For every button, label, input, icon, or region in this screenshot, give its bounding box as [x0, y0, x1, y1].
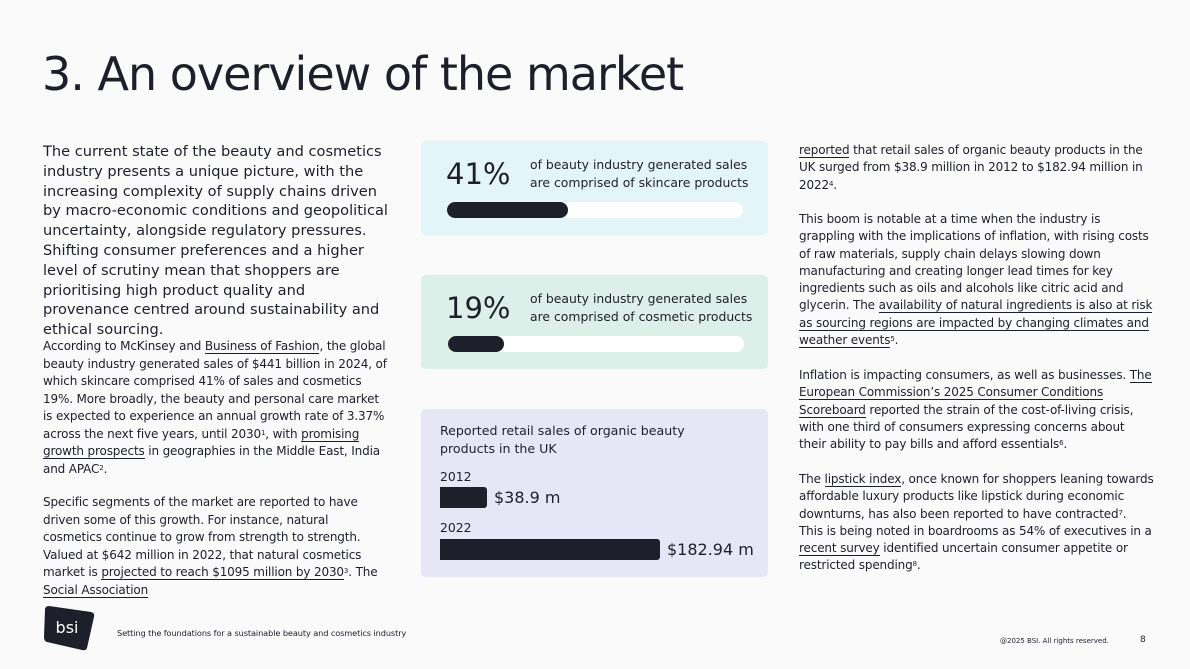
intro-paragraph: The current state of the beauty and cosm…: [43, 143, 388, 339]
left-paragraph-2: Specific segments of the market are repo…: [43, 495, 378, 598]
footnote-ref[interactable]: 7: [1118, 508, 1123, 517]
chart-bar-2022: [440, 539, 660, 560]
right-paragraph-1: reported that retail sales of organic be…: [799, 143, 1143, 192]
cosmetics-stat-card: 19% of beauty industry generated sales a…: [421, 275, 768, 369]
cosmetics-description: of beauty industry generated sales are c…: [530, 291, 753, 324]
copyright: @2025 BSI. All rights reserved.: [1000, 637, 1109, 645]
footer-tagline: Setting the foundations for a sustainabl…: [117, 628, 407, 638]
chart-category-label: 2012: [440, 469, 472, 484]
organic-sales-chart: Reported retail sales of organic beauty …: [421, 409, 768, 577]
right-paragraph-2: This boom is notable at a time when the …: [799, 212, 1153, 349]
reported-link[interactable]: reported: [799, 143, 850, 158]
footnote-ref[interactable]: 6: [1059, 439, 1064, 448]
chart-bar-2012: [440, 487, 487, 508]
footnote-ref[interactable]: 8: [912, 560, 917, 569]
page-title: 3. An overview of the market: [42, 47, 684, 101]
right-paragraph-3: Inflation is impacting consumers, as wel…: [799, 368, 1152, 452]
chart-value-label: $38.9 m: [494, 488, 561, 507]
right-paragraph-4: The lipstick index, once known for shopp…: [799, 472, 1154, 573]
skincare-progress-track: [447, 202, 743, 218]
lipstick-index-link[interactable]: lipstick index: [824, 472, 902, 487]
cosmetics-progress-fill: [448, 336, 504, 352]
growth-prospects-link[interactable]: promising growth prospects: [43, 426, 360, 459]
skincare-stat-card: 41% of beauty industry generated sales a…: [421, 141, 768, 235]
social-association-link[interactable]: Social Association: [43, 582, 149, 598]
recent-survey-link[interactable]: recent survey: [799, 541, 880, 557]
skincare-description: of beauty industry generated sales are c…: [530, 157, 749, 190]
footnote-ref[interactable]: 5: [890, 335, 895, 344]
page-number: 8: [1140, 635, 1146, 645]
chart-category-label: 2022: [440, 520, 472, 535]
footnote-ref[interactable]: 3: [343, 567, 349, 575]
svg-text:bsi: bsi: [56, 618, 79, 637]
footnote-ref[interactable]: 2: [99, 463, 104, 472]
skincare-progress-fill: [447, 202, 568, 218]
skincare-percentage: 41%: [446, 157, 511, 191]
cosmetics-progress-track: [448, 336, 744, 352]
projected-link[interactable]: projected to reach $1095 million by 2030: [101, 565, 344, 580]
bsi-logo: bsi: [44, 606, 95, 651]
business-of-fashion-link[interactable]: Business of Fashion: [204, 339, 320, 354]
left-paragraph-1: According to McKinsey and Business of Fa…: [43, 339, 387, 476]
natural-ingredients-link[interactable]: availability of natural ingredients is a…: [799, 298, 1153, 349]
chart-value-label: $182.94 m: [667, 540, 754, 559]
footnote-ref[interactable]: 1: [260, 428, 266, 437]
consumer-scoreboard-link[interactable]: The European Commission’s 2025 Consumer …: [799, 368, 1152, 418]
cosmetics-percentage: 19%: [446, 291, 511, 325]
footnote-ref[interactable]: 4: [828, 179, 834, 188]
chart-title: Reported retail sales of organic beauty …: [440, 423, 685, 456]
